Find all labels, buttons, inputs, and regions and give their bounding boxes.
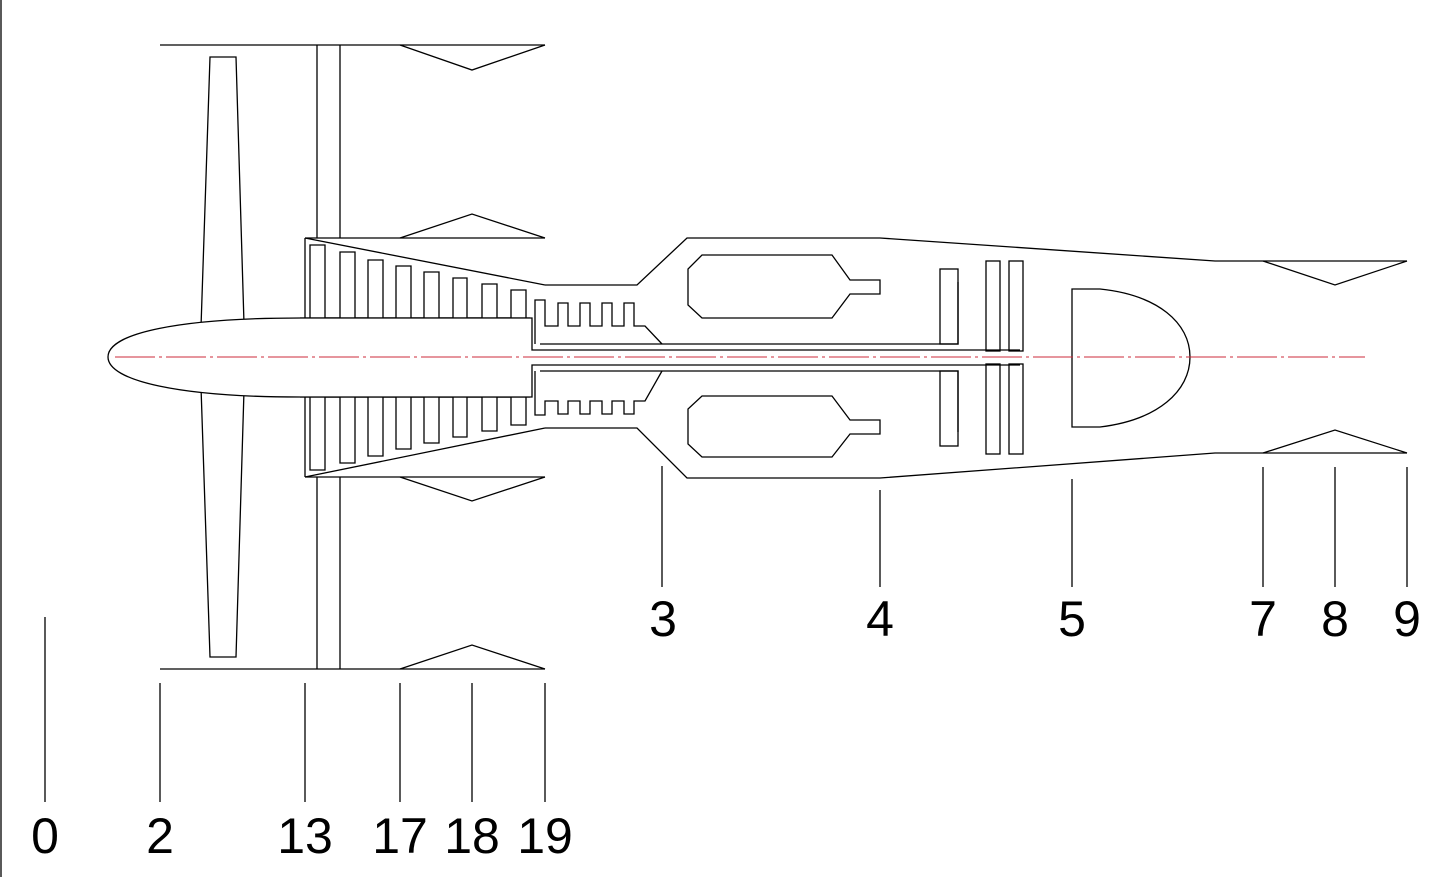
station-label-17: 17 [372, 808, 428, 864]
lp-turbine-upper-1 [985, 260, 1001, 352]
fan-exit-struts [316, 45, 341, 669]
station-label-9: 9 [1393, 591, 1421, 647]
bypass-nozzle-upper [399, 44, 546, 71]
station-markers [44, 466, 1408, 802]
combustor-lower [687, 395, 881, 458]
station-label-18: 18 [444, 808, 500, 864]
core-nozzle-lower [1262, 429, 1408, 454]
station-label-5: 5 [1058, 591, 1086, 647]
station-label-19: 19 [517, 808, 573, 864]
lp-turbine-upper-2 [1008, 260, 1024, 352]
station-label-13: 13 [277, 808, 333, 864]
hp-compressor-lower [534, 370, 663, 416]
lp-turbine-lower-1 [985, 363, 1001, 455]
exhaust-cone [1071, 288, 1191, 428]
hp-compressor-upper [534, 299, 663, 345]
station-label-4: 4 [866, 591, 894, 647]
station-label-0: 0 [31, 808, 59, 864]
bypass-nozzle-lower [399, 644, 546, 670]
lp-compressor-lower [309, 396, 527, 471]
core-cowl-lips [305, 213, 546, 502]
hp-turbine-upper [939, 268, 959, 345]
station-label-7: 7 [1249, 591, 1277, 647]
station-labels: 0 2 13 17 18 19 3 4 5 7 8 9 [31, 591, 1421, 864]
core-casing [545, 237, 1407, 479]
station-label-8: 8 [1321, 591, 1349, 647]
core-nozzle-upper [1262, 260, 1408, 286]
station-label-2: 2 [146, 808, 174, 864]
hp-turbine-lower [939, 370, 959, 447]
lp-turbine-lower-2 [1008, 363, 1024, 455]
lp-compressor-upper [309, 244, 527, 319]
station-label-3: 3 [649, 591, 677, 647]
fan-nacelle [160, 44, 546, 670]
combustor-upper [687, 254, 881, 319]
